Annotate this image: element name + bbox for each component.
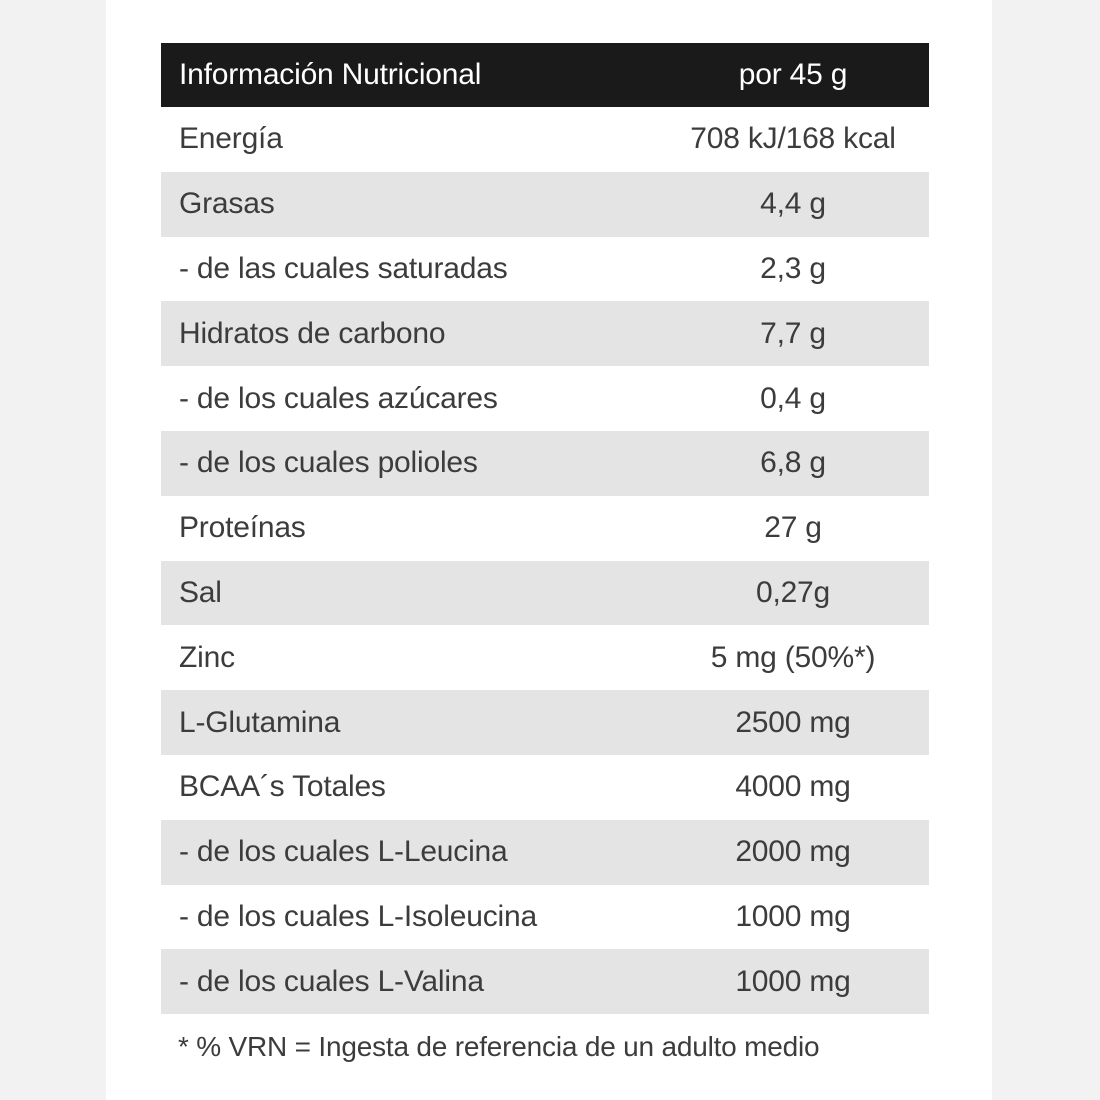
table-row: - de los cuales polioles 6,8 g [161,430,929,496]
nutrient-name: - de los cuales L-Valina [179,964,484,998]
nutrient-name: L-Glutamina [179,705,341,739]
nutrient-name: BCAA´s Totales [179,770,386,804]
nutrient-value: 7,7 g [760,316,826,350]
nutrient-value: 1000 mg [735,899,851,933]
nutrient-name: - de los cuales L-Leucina [179,835,508,869]
table-row: Energía 708 kJ/168 kcal [161,107,929,172]
nutrition-table: Información Nutricional por 45 g Energía… [161,43,929,1015]
table-row: Proteínas 27 g [161,496,929,561]
table-row: - de los cuales L-Valina 1000 mg [161,949,929,1015]
nutrient-value: 0,27g [755,575,831,609]
table-row: Grasas 4,4 g [161,171,929,237]
header-name: Información Nutricional [179,58,482,91]
nutrient-value: 27 g [764,511,822,545]
nutrient-name: Zinc [179,640,235,674]
nutrient-value: 2500 mg [735,705,851,739]
table-row: BCAA´s Totales 4000 mg [161,755,929,820]
nutrient-name: Grasas [179,187,275,221]
table-row: - de las cuales saturadas 2,3 g [161,237,929,302]
table-row: - de los cuales L-Isoleucina 1000 mg [161,885,929,950]
nutrient-value: 4,4 g [760,187,826,221]
table-row: - de los cuales azúcares 0,4 g [161,366,929,431]
nutrient-value: 6,8 g [760,446,826,480]
table-header: Información Nutricional por 45 g [161,43,929,107]
nutrient-name: Energía [179,122,283,156]
table-row: - de los cuales L-Leucina 2000 mg [161,819,929,885]
table-row: Zinc 5 mg (50%*) [161,625,929,690]
nutrient-value: 708 kJ/168 kcal [690,122,896,156]
footnote: * % VRN = Ingesta de referencia de un ad… [178,1031,820,1062]
nutrient-value: 0,4 g [760,381,826,415]
nutrient-value: 4000 mg [735,770,851,804]
nutrient-name: - de los cuales polioles [179,446,478,480]
nutrient-value: 1000 mg [735,964,851,998]
table-row: L-Glutamina 2500 mg [161,690,929,755]
nutrient-name: Sal [179,575,222,609]
nutrient-name: - de los cuales azúcares [179,381,498,415]
nutrient-value: 5 mg (50%*) [710,640,876,674]
header-value: por 45 g [738,58,848,91]
nutrient-name: - de las cuales saturadas [179,251,508,285]
nutrient-value: 2,3 g [760,251,826,285]
nutrient-value: 2000 mg [735,835,851,869]
nutrient-name: - de los cuales L-Isoleucina [179,899,537,933]
table-row: Hidratos de carbono 7,7 g [161,301,929,367]
nutrient-name: Hidratos de carbono [179,316,446,350]
table-row: Sal 0,27g [161,560,929,626]
nutrient-name: Proteínas [179,511,306,545]
